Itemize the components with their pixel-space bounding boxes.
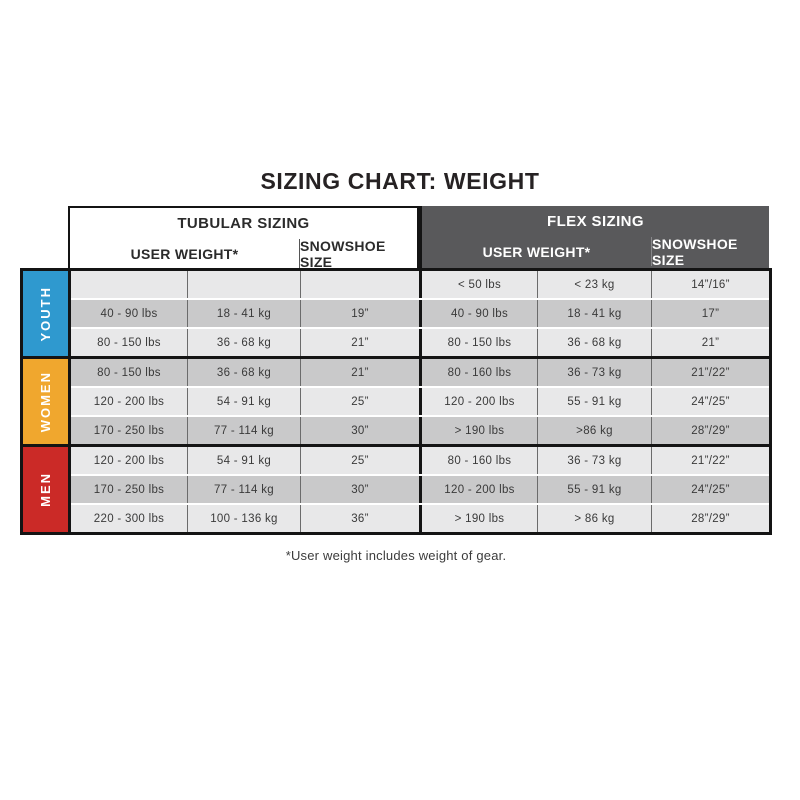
cell-flex-size: 24”/25” (651, 388, 769, 415)
cell-flex-size: 17” (651, 300, 769, 327)
table-row: 120 - 200 lbs 54 - 91 kg 25” 80 - 160 lb… (71, 447, 769, 476)
cell-flex-lbs: 80 - 160 lbs (419, 447, 537, 474)
cell-tubular-lbs: 170 - 250 lbs (71, 417, 187, 444)
cell-flex-lbs: < 50 lbs (419, 271, 537, 298)
table-row: < 50 lbs < 23 kg 14”/16” (71, 271, 769, 300)
flex-sizing-title: FLEX SIZING (547, 213, 644, 230)
cell-flex-size: 24”/25” (651, 476, 769, 503)
cell-flex-size: 21” (651, 329, 769, 356)
youth-label: YOUTH (38, 285, 53, 342)
table-row: 220 - 300 lbs 100 - 136 kg 36” > 190 lbs… (71, 505, 769, 532)
women-rows: 80 - 150 lbs 36 - 68 kg 21” 80 - 160 lbs… (71, 359, 769, 444)
table-body: YOUTH < 50 lbs < 23 kg 14”/16” 40 - 90 l… (20, 268, 772, 535)
footnote: *User weight includes weight of gear. (285, 548, 507, 563)
cell-flex-lbs: > 190 lbs (419, 417, 537, 444)
table-row: 80 - 150 lbs 36 - 68 kg 21” 80 - 150 lbs… (71, 329, 769, 356)
cell-tubular-lbs: 120 - 200 lbs (71, 388, 187, 415)
cell-tubular-kg: 18 - 41 kg (187, 300, 300, 327)
youth-rows: < 50 lbs < 23 kg 14”/16” 40 - 90 lbs 18 … (71, 271, 769, 356)
cell-flex-kg: 36 - 73 kg (537, 359, 651, 386)
cell-tubular-kg: 54 - 91 kg (187, 447, 300, 474)
cell-tubular-size: 30” (300, 417, 419, 444)
section-women: WOMEN 80 - 150 lbs 36 - 68 kg 21” 80 - 1… (23, 359, 769, 447)
cell-flex-kg: 55 - 91 kg (537, 476, 651, 503)
flex-user-weight-header: USER WEIGHT* (482, 243, 591, 260)
cell-tubular-size: 21” (300, 329, 419, 356)
cell-tubular-lbs: 120 - 200 lbs (71, 447, 187, 474)
cell-tubular-kg: 36 - 68 kg (187, 329, 300, 356)
tubular-snowshoe-size-header: SNOWSHOE SIZE (299, 238, 417, 270)
cell-flex-kg: > 86 kg (537, 505, 651, 532)
cell-tubular-size: 21” (300, 359, 419, 386)
table-row: 40 - 90 lbs 18 - 41 kg 19” 40 - 90 lbs 1… (71, 300, 769, 329)
cell-tubular-lbs: 170 - 250 lbs (71, 476, 187, 503)
tubular-sizing-title: TUBULAR SIZING (177, 215, 310, 232)
women-label: WOMEN (38, 370, 53, 433)
cell-flex-kg: 36 - 68 kg (537, 329, 651, 356)
table-row: 80 - 150 lbs 36 - 68 kg 21” 80 - 160 lbs… (71, 359, 769, 388)
cell-flex-lbs: 120 - 200 lbs (419, 476, 537, 503)
men-rows: 120 - 200 lbs 54 - 91 kg 25” 80 - 160 lb… (71, 447, 769, 532)
cell-tubular-size: 36” (300, 505, 419, 532)
cell-flex-kg: >86 kg (537, 417, 651, 444)
cell-tubular-lbs: 80 - 150 lbs (71, 329, 187, 356)
cell-flex-lbs: > 190 lbs (419, 505, 537, 532)
flex-snowshoe-size-header: SNOWSHOE SIZE (651, 236, 769, 268)
sizing-table: TUBULAR SIZING USER WEIGHT* SNOWSHOE SIZ… (20, 206, 772, 535)
tubular-sizing-header: TUBULAR SIZING USER WEIGHT* SNOWSHOE SIZ… (68, 206, 419, 270)
men-label-cell: MEN (23, 447, 71, 532)
tubular-user-weight-header: USER WEIGHT* (130, 245, 239, 262)
cell-flex-size: 21”/22” (651, 359, 769, 386)
cell-tubular-kg: 77 - 114 kg (187, 476, 300, 503)
table-header: TUBULAR SIZING USER WEIGHT* SNOWSHOE SIZ… (68, 206, 772, 270)
tubular-column-headers: USER WEIGHT* SNOWSHOE SIZE (70, 238, 417, 270)
cell-tubular-size: 19” (300, 300, 419, 327)
sizing-chart-page: SIZING CHART: WEIGHT TUBULAR SIZING USER… (20, 168, 772, 563)
cell-tubular-size: 25” (300, 388, 419, 415)
flex-column-headers: USER WEIGHT* SNOWSHOE SIZE (422, 236, 769, 268)
cell-flex-size: 14”/16” (651, 271, 769, 298)
cell-tubular-lbs (71, 271, 187, 298)
flex-sizing-header: FLEX SIZING USER WEIGHT* SNOWSHOE SIZE (419, 206, 769, 268)
cell-flex-size: 28”/29” (651, 417, 769, 444)
youth-label-cell: YOUTH (23, 271, 71, 356)
cell-tubular-size: 30” (300, 476, 419, 503)
cell-flex-lbs: 80 - 160 lbs (419, 359, 537, 386)
cell-flex-lbs: 40 - 90 lbs (419, 300, 537, 327)
cell-flex-kg: < 23 kg (537, 271, 651, 298)
cell-flex-kg: 55 - 91 kg (537, 388, 651, 415)
cell-flex-lbs: 80 - 150 lbs (419, 329, 537, 356)
cell-tubular-kg (187, 271, 300, 298)
cell-tubular-size: 25” (300, 447, 419, 474)
table-row: 170 - 250 lbs 77 - 114 kg 30” > 190 lbs … (71, 417, 769, 444)
cell-flex-kg: 36 - 73 kg (537, 447, 651, 474)
cell-flex-kg: 18 - 41 kg (537, 300, 651, 327)
cell-tubular-kg: 54 - 91 kg (187, 388, 300, 415)
cell-tubular-kg: 36 - 68 kg (187, 359, 300, 386)
cell-tubular-lbs: 220 - 300 lbs (71, 505, 187, 532)
men-label: MEN (38, 472, 53, 507)
section-men: MEN 120 - 200 lbs 54 - 91 kg 25” 80 - 16… (23, 447, 769, 532)
cell-tubular-kg: 77 - 114 kg (187, 417, 300, 444)
cell-tubular-size (300, 271, 419, 298)
cell-flex-size: 21”/22” (651, 447, 769, 474)
cell-flex-lbs: 120 - 200 lbs (419, 388, 537, 415)
section-youth: YOUTH < 50 lbs < 23 kg 14”/16” 40 - 90 l… (23, 271, 769, 359)
table-row: 170 - 250 lbs 77 - 114 kg 30” 120 - 200 … (71, 476, 769, 505)
page-title: SIZING CHART: WEIGHT (260, 168, 540, 194)
cell-tubular-lbs: 40 - 90 lbs (71, 300, 187, 327)
table-row: 120 - 200 lbs 54 - 91 kg 25” 120 - 200 l… (71, 388, 769, 417)
cell-flex-size: 28”/29” (651, 505, 769, 532)
cell-tubular-lbs: 80 - 150 lbs (71, 359, 187, 386)
women-label-cell: WOMEN (23, 359, 71, 444)
cell-tubular-kg: 100 - 136 kg (187, 505, 300, 532)
